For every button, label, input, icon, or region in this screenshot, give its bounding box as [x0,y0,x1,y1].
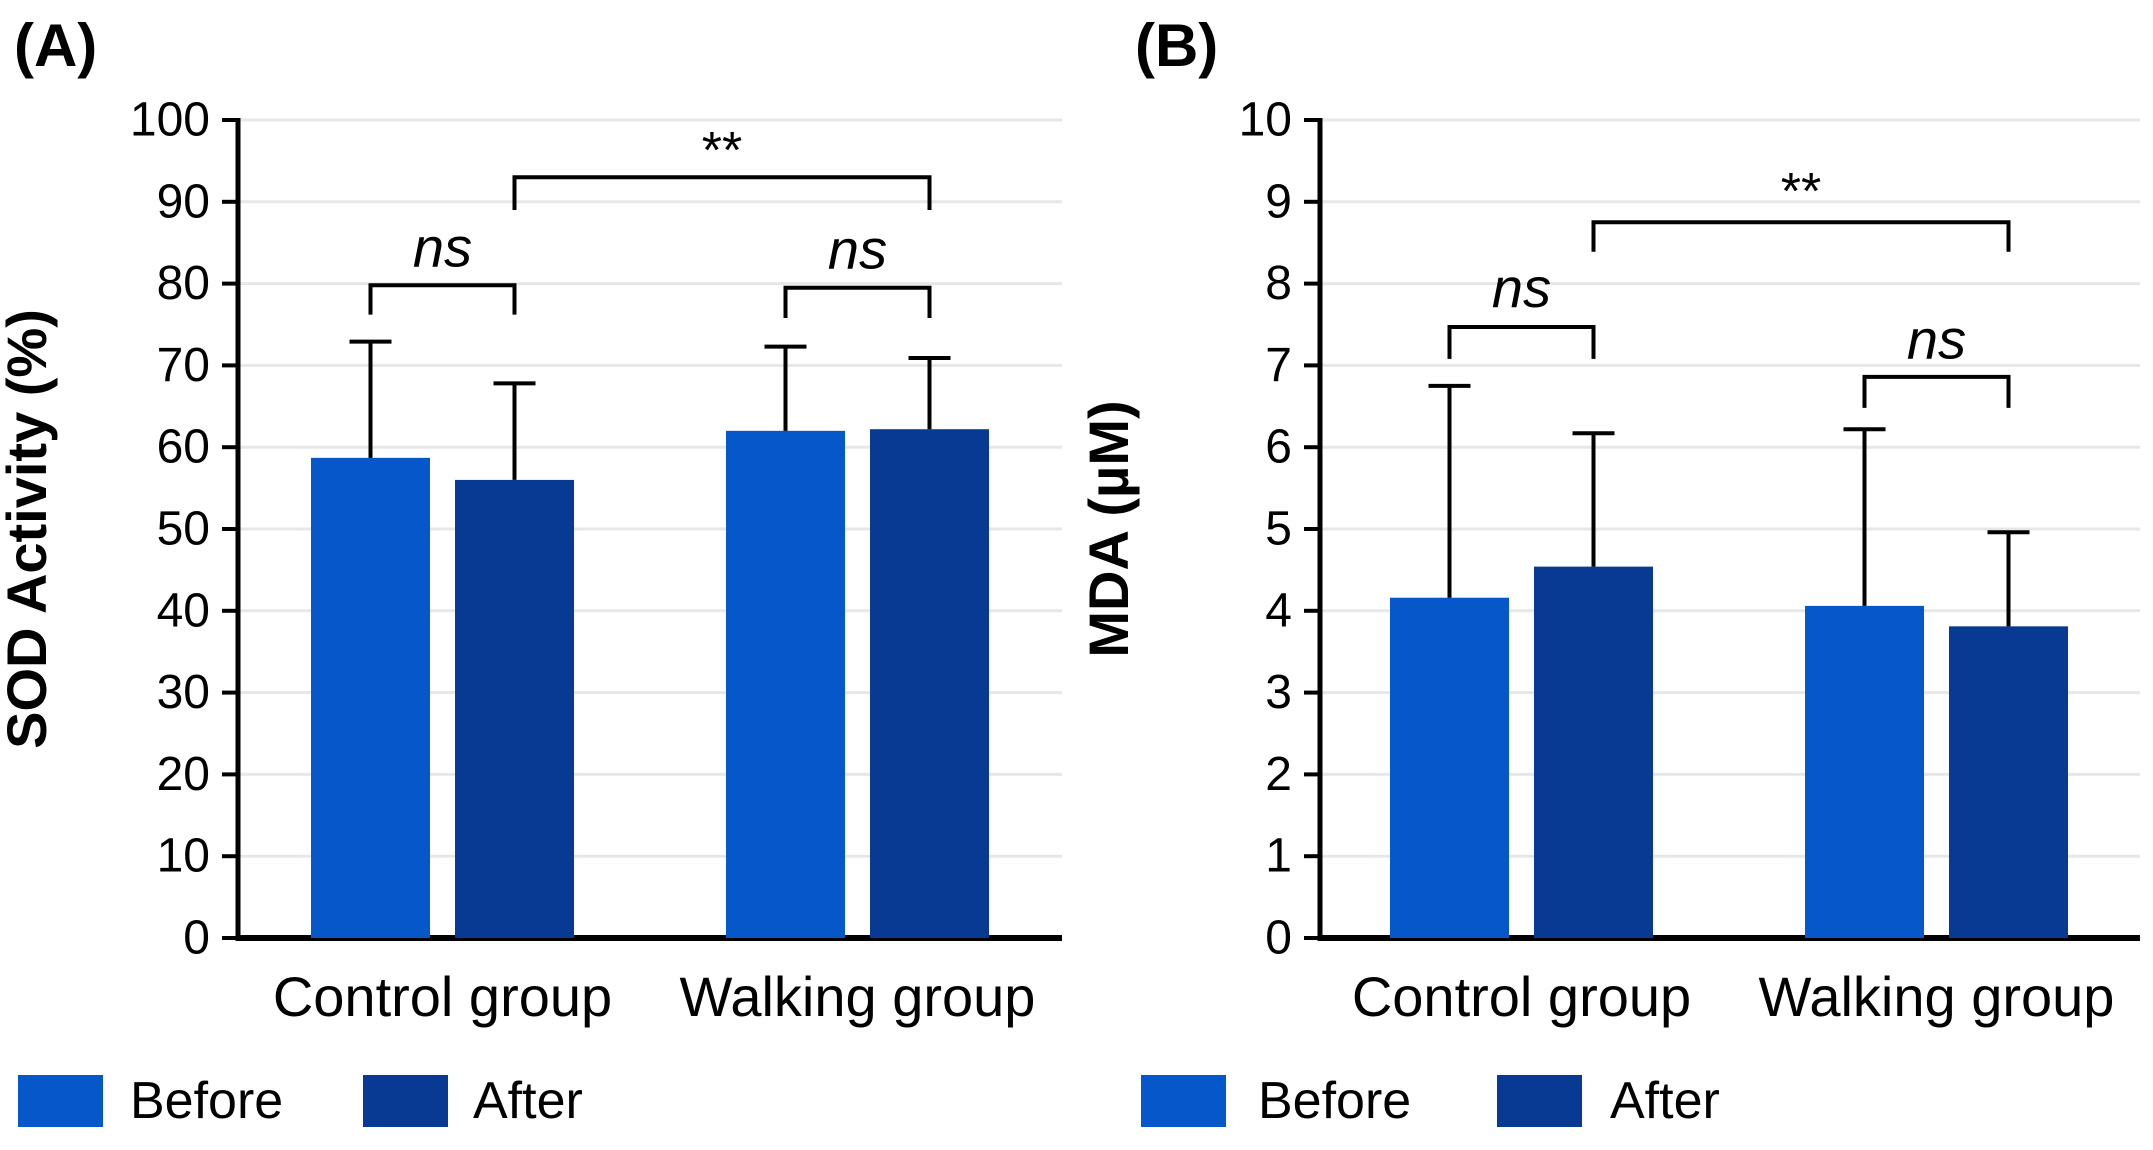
y-tick-label-100: 100 [130,94,210,147]
y-tick-label-40: 40 [157,584,210,637]
legend-swatch-after-icon [363,1075,448,1127]
legend-swatch-before-icon [18,1075,103,1127]
significance-label-0: ns [1492,256,1551,319]
bar-walking-group-before [726,430,845,938]
x-category-label-control-group: Control group [273,965,612,1028]
bar-control-group-after [455,479,574,938]
x-category-label-walking-group: Walking group [680,965,1036,1028]
bar-control-group-before [1390,597,1509,938]
y-tick-label-50: 50 [157,503,210,556]
x-category-label-control-group: Control group [1352,965,1691,1028]
panel-a: 0 10 20 30 40 50 60 70 80 90 100 ns ns ** Control grou… [0,12,1062,1130]
significance-bracket-0 [1447,324,1596,359]
legend-label-before: Before [130,1072,283,1130]
significance-bracket-1 [1862,374,2011,408]
significance-bracket-0 [368,283,517,315]
significance-label-2: ** [1781,163,1821,221]
y-tick-label-0: 0 [1265,912,1292,965]
y-axis-title: MDA (µM) [1077,400,1140,657]
legend-swatch-before-icon [1141,1075,1226,1127]
legend-swatch-after-icon [1497,1075,1582,1127]
significance-label-1: ns [828,218,887,281]
panel-b: 0 1 2 3 4 5 6 7 8 9 10 ns ns ** Control group Walking g… [1077,12,2140,1130]
bar-control-group-after [1534,566,1653,938]
y-tick-label-1: 1 [1265,830,1292,883]
x-category-label-walking-group: Walking group [1759,965,2115,1028]
bar-walking-group-after [1949,626,2068,938]
significance-bracket-1 [783,285,932,318]
legend-label-before: Before [1258,1072,1411,1130]
y-tick-label-20: 20 [157,748,210,801]
significance-label-0: ns [413,215,472,278]
y-tick-label-5: 5 [1265,503,1292,556]
bar-control-group-before [311,457,430,938]
panel-label-a: (A) [14,12,97,79]
significance-bracket-2 [512,175,932,210]
legend-label-after: After [473,1072,583,1130]
significance-label-2: ** [702,122,742,180]
y-tick-label-70: 70 [157,339,210,392]
legend-label-after: After [1610,1072,1720,1130]
y-tick-label-2: 2 [1265,748,1292,801]
significance-bracket-2 [1591,220,2011,252]
bar-walking-group-before [1805,605,1924,938]
y-tick-label-10: 10 [1239,94,1292,147]
y-axis-title: SOD Activity (%) [0,309,58,749]
y-tick-label-7: 7 [1265,339,1292,392]
y-tick-label-30: 30 [157,666,210,719]
significance-label-1: ns [1907,308,1966,371]
y-tick-label-60: 60 [157,421,210,474]
y-tick-label-9: 9 [1265,175,1292,228]
y-tick-label-80: 80 [157,257,210,310]
bar-walking-group-after [870,429,989,938]
panel-label-b: (B) [1135,12,1218,79]
y-tick-label-8: 8 [1265,257,1292,310]
y-tick-label-90: 90 [157,175,210,228]
y-tick-label-4: 4 [1265,584,1292,637]
y-tick-label-6: 6 [1265,421,1292,474]
y-tick-label-10: 10 [157,830,210,883]
y-tick-label-3: 3 [1265,666,1292,719]
y-tick-label-0: 0 [183,912,210,965]
